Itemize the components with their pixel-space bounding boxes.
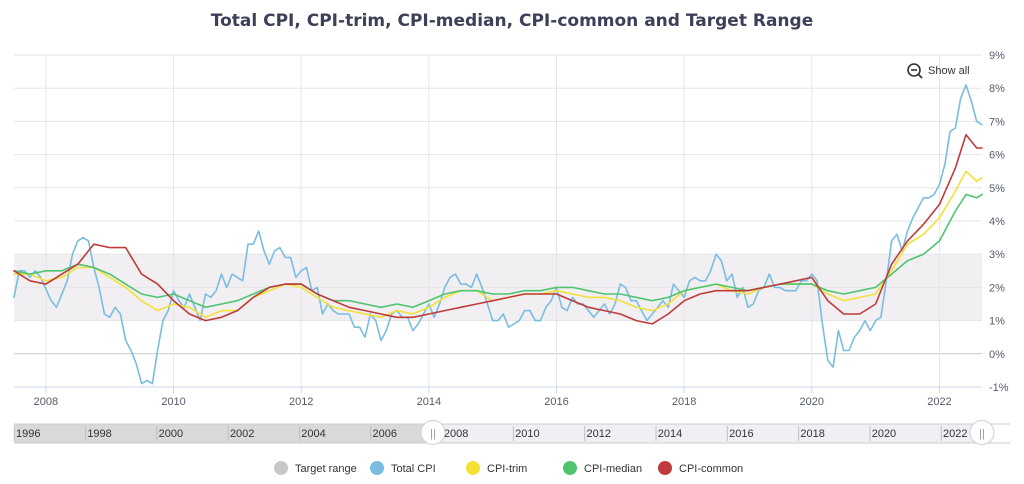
legend-item-cpi-common[interactable]: CPI-common [658, 461, 743, 475]
series-line-cpi-median[interactable] [13, 193, 983, 309]
series-layer [13, 84, 983, 385]
navigator-selected-range[interactable] [434, 424, 982, 443]
legend-item-total-cpi[interactable]: Total CPI [370, 461, 436, 475]
legend-label: Target range [295, 463, 357, 475]
legend-item-target-range[interactable]: Target range [274, 461, 357, 475]
navigator-handle-left[interactable]: || [420, 420, 446, 445]
navigator-tick-label: 2018 [800, 428, 824, 440]
legend-symbol [370, 461, 384, 475]
show-all-label: Show all [928, 65, 970, 77]
x-tick-label: 2014 [417, 396, 441, 408]
y-tick-label: 1% [989, 316, 1005, 328]
y-tick-label: 2% [989, 282, 1005, 294]
handle-grip-left: || [430, 428, 436, 440]
handle-grip-right: || [979, 428, 985, 440]
x-tick-label: 2010 [161, 396, 185, 408]
y-tick-label: 4% [989, 216, 1005, 228]
legend-symbol [658, 461, 672, 475]
legend-label: CPI-trim [487, 463, 527, 475]
y-tick-label: 8% [989, 83, 1005, 95]
y-axis: 9% 8% 7% 6% 5% 4% 3% 2% 1% 0% -1% [989, 50, 1009, 394]
navigator-tick-label: 1996 [16, 428, 40, 440]
y-tick-label: 6% [989, 150, 1005, 162]
x-tick-label: 2018 [672, 396, 696, 408]
navigator-tick-label: 2012 [586, 428, 610, 440]
x-tick-label: 2020 [800, 396, 824, 408]
x-tick-label: 2008 [34, 396, 58, 408]
navigator-tick-label: 2016 [729, 428, 753, 440]
navigator-tick-label: 1998 [87, 428, 111, 440]
show-all-button[interactable]: Show all [907, 63, 970, 79]
y-tick-label: -1% [989, 382, 1009, 394]
navigator-tick-label: 2020 [872, 428, 896, 440]
navigator-outside-range [14, 424, 434, 443]
legend-label: CPI-median [584, 463, 642, 475]
series-line-cpi-common[interactable] [13, 133, 983, 325]
y-tick-label: 5% [989, 183, 1005, 195]
x-tick-label: 2012 [289, 396, 313, 408]
navigator-tick-label: 2002 [230, 428, 254, 440]
navigator-handle-right[interactable]: || [969, 420, 995, 445]
legend-item-cpi-trim[interactable]: CPI-trim [466, 461, 527, 475]
legend-symbol [274, 461, 288, 475]
x-tick-label: 2016 [544, 396, 568, 408]
chart-title: Total CPI, CPI-trim, CPI-median, CPI-com… [210, 11, 814, 31]
navigator-tick-label: 2022 [943, 428, 967, 440]
legend: Target range Total CPI CPI-trim CPI-median C… [274, 461, 743, 475]
range-navigator[interactable]: 1996 1998 2000 2002 2004 2006 2008 2010 2012 2014… [13, 420, 1010, 445]
navigator-tick-label: 2008 [444, 428, 468, 440]
y-tick-label: 3% [989, 249, 1005, 261]
navigator-tick-label: 2004 [301, 428, 325, 440]
navigator-tick-label: 2006 [373, 428, 397, 440]
navigator-tick-label: 2010 [515, 428, 539, 440]
legend-symbol [563, 461, 577, 475]
navigator-tick-label: 2000 [159, 428, 183, 440]
navigator-tick-label: 2014 [658, 428, 682, 440]
y-tick-label: 9% [989, 50, 1005, 62]
x-tick-label: 2022 [927, 396, 951, 408]
y-tick-label: 7% [989, 116, 1005, 128]
legend-label: CPI-common [679, 463, 743, 475]
x-axis: 2008 2010 2012 2014 2016 2018 2020 2022 [14, 386, 982, 408]
series-line-total-cpi[interactable] [13, 84, 983, 385]
legend-symbol [466, 461, 480, 475]
zoom-out-icon [907, 63, 921, 77]
legend-label: Total CPI [391, 463, 436, 475]
legend-item-cpi-median[interactable]: CPI-median [563, 461, 642, 475]
y-tick-label: 0% [989, 349, 1005, 361]
